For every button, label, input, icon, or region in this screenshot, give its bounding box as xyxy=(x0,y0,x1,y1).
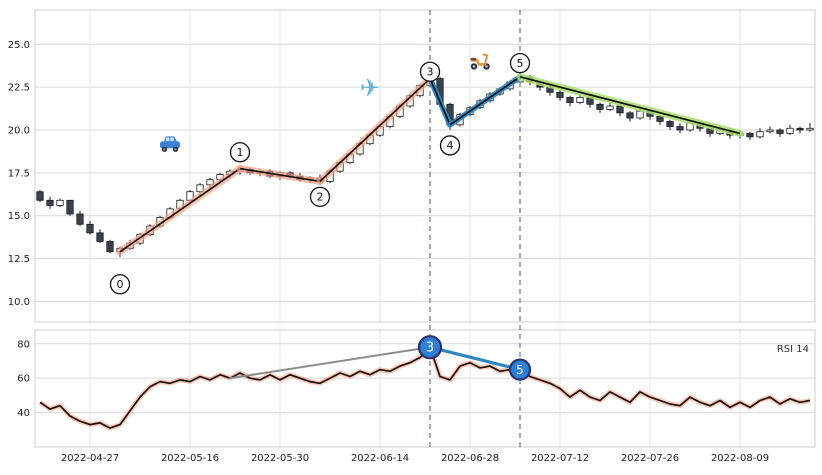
candle xyxy=(666,119,674,130)
price-y-tick-label: 22.5 xyxy=(8,83,30,94)
wave-label-2: 2 xyxy=(309,186,331,208)
candle xyxy=(746,131,754,141)
price-y-tick-label: 15.0 xyxy=(8,211,30,222)
rsi-line xyxy=(39,346,811,429)
rsi-y-tick-label: 40 xyxy=(17,408,30,419)
candle xyxy=(596,102,604,113)
candle xyxy=(36,190,44,202)
svg-text:5: 5 xyxy=(516,363,524,377)
candle xyxy=(106,239,114,254)
rsi-marker-3: 3 xyxy=(417,335,443,360)
candle xyxy=(796,126,804,134)
svg-text:2: 2 xyxy=(317,191,324,204)
wave-label-3: 3 xyxy=(419,61,441,82)
svg-text:5: 5 xyxy=(517,57,524,70)
price-y-tick-label: 20.0 xyxy=(8,126,30,137)
rsi-trend-line-blue xyxy=(428,345,522,372)
candle xyxy=(766,126,774,134)
rsi-trend-line-gray xyxy=(229,346,431,380)
trend-line xyxy=(319,77,431,183)
event-vlines-layer xyxy=(429,10,521,447)
candle xyxy=(556,88,564,101)
svg-text:3: 3 xyxy=(427,66,434,79)
trend-line xyxy=(449,76,521,126)
candle xyxy=(806,123,814,132)
airplane-icon: ✈ xyxy=(360,74,380,102)
x-tick-label: 2022-06-28 xyxy=(441,453,499,464)
price-panel-border xyxy=(34,9,816,323)
candle xyxy=(96,229,104,244)
car-icon xyxy=(160,136,180,152)
price-y-tick-label: 25.0 xyxy=(8,40,30,51)
x-tick-label: 2022-07-12 xyxy=(531,453,589,464)
svg-text:✈: ✈ xyxy=(360,74,380,102)
candle xyxy=(626,111,634,122)
rsi-marker-5: 5 xyxy=(508,358,532,381)
x-tick-label: 2022-07-26 xyxy=(621,453,679,464)
emoji-layer: ✈ xyxy=(160,53,490,152)
x-tick-label: 2022-08-09 xyxy=(711,453,769,464)
price-y-tick-label: 12.5 xyxy=(8,254,30,265)
rsi-panel-border xyxy=(34,329,816,448)
rsi-y-tick-label: 80 xyxy=(17,339,30,350)
trend-line xyxy=(119,167,241,253)
candle xyxy=(66,199,74,216)
price-y-tick-label: 17.5 xyxy=(8,168,30,179)
x-tick-label: 2022-06-14 xyxy=(351,453,409,464)
trend-line xyxy=(429,78,451,126)
svg-text:4: 4 xyxy=(447,139,454,152)
candle xyxy=(76,210,84,226)
trend-line xyxy=(519,76,741,135)
rsi-line-glow xyxy=(38,344,811,431)
rsi-indicator-label: RSI 14 xyxy=(777,344,809,355)
svg-text:0: 0 xyxy=(117,278,124,291)
trend-lines-layer xyxy=(116,73,744,256)
grid-layer: 25.022.520.017.515.012.510.08060402022-0… xyxy=(8,10,815,464)
candle xyxy=(566,95,574,106)
wave-label-1: 1 xyxy=(229,142,251,163)
candle xyxy=(56,198,64,208)
x-tick-label: 2022-04-27 xyxy=(61,453,119,464)
x-tick-label: 2022-05-16 xyxy=(161,453,219,464)
wave-labels-layer: 0 1 2 3 4 5 xyxy=(109,52,531,295)
svg-text:3: 3 xyxy=(426,340,434,355)
x-tick-label: 2022-05-30 xyxy=(251,453,309,464)
candle xyxy=(786,124,794,136)
rsi-y-tick-label: 60 xyxy=(17,374,30,385)
wave-label-0: 0 xyxy=(109,274,131,295)
candle xyxy=(46,196,54,209)
wave-label-5: 5 xyxy=(509,52,531,74)
wave-label-4: 4 xyxy=(439,135,461,156)
trend-line xyxy=(239,167,321,183)
candle xyxy=(606,102,614,112)
candle xyxy=(776,128,784,137)
svg-text:1: 1 xyxy=(237,146,244,159)
rsi-layer: 3 5 RSI 14 xyxy=(38,335,811,431)
candle xyxy=(756,128,764,139)
candle xyxy=(676,123,684,134)
price-y-tick-label: 10.0 xyxy=(8,297,30,308)
scooter-icon xyxy=(470,53,490,70)
candle xyxy=(86,220,94,235)
